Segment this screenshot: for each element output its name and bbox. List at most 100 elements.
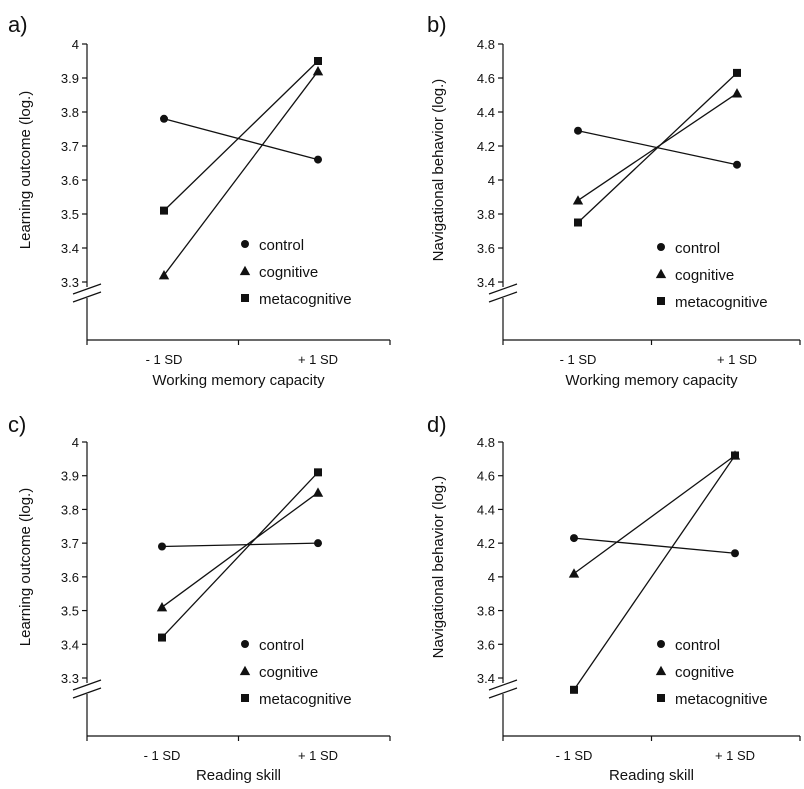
y-tick-label: 4.6: [477, 71, 495, 86]
legend-label: cognitive: [259, 264, 318, 281]
x-tick-label: - 1 SD: [556, 748, 593, 763]
series-line-cognitive: [161, 492, 319, 608]
y-tick-label: 4.4: [477, 105, 495, 120]
legend-label: metacognitive: [675, 691, 768, 708]
legend-label: cognitive: [675, 664, 734, 681]
y-tick-label: 3.4: [477, 275, 495, 290]
legend-label: cognitive: [259, 664, 318, 681]
y-tick-label: 3.8: [61, 105, 79, 120]
y-tick-label: 3.3: [61, 671, 79, 686]
y-tick-label: 3.9: [61, 469, 79, 484]
axis-break-mark: [72, 291, 102, 303]
legend-label: control: [675, 637, 720, 654]
chart-panel-2: b) 3.4 3.6 3.8 4 4.2 4.4 4.6 4.8 - 1 SD + 1 SD Work…: [427, 12, 801, 389]
axis-break-mark: [488, 679, 518, 691]
data-point-control: [160, 114, 168, 123]
y-tick-label: 4.8: [477, 37, 495, 52]
y-tick-label: 3.6: [61, 173, 79, 188]
y-tick-label: 3.6: [61, 570, 79, 585]
data-point-cognitive: [572, 195, 584, 205]
legend-marker-metacognitive: [241, 294, 249, 302]
series-line-metacognitive: [163, 60, 319, 212]
x-axis-title: Working memory capacity: [152, 372, 325, 389]
y-tick-label: 4.2: [477, 139, 495, 154]
data-point-control: [731, 549, 739, 558]
x-tick-label: - 1 SD: [144, 748, 181, 763]
data-point-cognitive: [312, 487, 324, 497]
axis-break-mark: [488, 283, 518, 295]
data-point-metacognitive: [160, 206, 168, 215]
axis-break-mark: [72, 679, 102, 691]
y-tick-label: 4.8: [477, 435, 495, 450]
data-point-cognitive: [731, 88, 743, 98]
y-tick-label: 4: [72, 37, 79, 52]
x-tick-label: + 1 SD: [298, 748, 338, 763]
data-point-metacognitive: [158, 633, 166, 642]
legend-marker-control: [241, 640, 249, 648]
panel-label: c): [8, 412, 26, 437]
legend-label: metacognitive: [675, 294, 768, 311]
x-axis-title: Reading skill: [196, 767, 281, 784]
y-tick-label: 3.9: [61, 71, 79, 86]
x-axis-title: Working memory capacity: [565, 372, 738, 389]
legend-label: cognitive: [675, 267, 734, 284]
y-tick-label: 3.6: [477, 637, 495, 652]
legend-marker-control: [657, 243, 665, 251]
legend-marker-cognitive: [239, 665, 251, 676]
data-point-control: [314, 155, 322, 164]
y-tick-label: 4.2: [477, 536, 495, 551]
y-tick-label: 4: [488, 570, 495, 585]
y-tick-label: 3.7: [61, 536, 79, 551]
legend-marker-cognitive: [655, 268, 667, 279]
x-tick-label: + 1 SD: [715, 748, 755, 763]
legend-marker-control: [657, 640, 665, 648]
y-tick-label: 4: [488, 173, 495, 188]
panel-label: a): [8, 12, 28, 37]
y-tick-label: 3.4: [61, 241, 79, 256]
y-tick-label: 4: [72, 435, 79, 450]
series-line-metacognitive: [161, 471, 319, 638]
y-tick-label: 3.4: [61, 637, 79, 652]
chart-panel-1: a) 3.3 3.4 3.5 3.6 3.7 3.8 3.9 4 - 1 SD + 1 SD Work…: [8, 12, 391, 389]
legend-marker-cognitive: [239, 265, 251, 276]
series-line-cognitive: [163, 70, 319, 276]
data-point-metacognitive: [731, 451, 739, 460]
legend-label: control: [259, 637, 304, 654]
axis-break-mark: [72, 283, 102, 295]
y-axis-title: Learning outcome (log.): [17, 488, 34, 646]
legend-label: control: [259, 237, 304, 254]
data-point-cognitive: [312, 66, 324, 76]
data-point-cognitive: [156, 602, 168, 612]
y-tick-label: 4.4: [477, 502, 495, 517]
data-point-control: [733, 160, 741, 169]
chart-panel-3: c) 3.3 3.4 3.5 3.6 3.7 3.8 3.9 4 - 1 SD + 1 SD Read…: [8, 412, 391, 784]
series-line-cognitive: [573, 454, 736, 575]
legend-marker-metacognitive: [657, 297, 665, 305]
axis-break-mark: [488, 291, 518, 303]
series-line-control: [573, 537, 736, 554]
legend-marker-metacognitive: [657, 694, 665, 702]
legend-marker-control: [241, 240, 249, 248]
series-line-metacognitive: [577, 72, 738, 223]
data-point-control: [574, 126, 582, 135]
y-tick-label: 3.5: [61, 604, 79, 619]
legend-marker-cognitive: [655, 665, 667, 676]
panel-label: b): [427, 12, 447, 37]
y-tick-label: 4.6: [477, 469, 495, 484]
panel-label: d): [427, 412, 447, 437]
data-point-metacognitive: [570, 685, 578, 694]
y-tick-label: 3.6: [477, 241, 495, 256]
y-tick-label: 3.4: [477, 671, 495, 686]
legend-label: metacognitive: [259, 291, 352, 308]
y-tick-label: 3.3: [61, 275, 79, 290]
y-axis-title: Learning outcome (log.): [17, 91, 34, 249]
data-point-metacognitive: [314, 57, 322, 65]
series-line-metacognitive: [573, 455, 736, 691]
x-tick-label: + 1 SD: [717, 352, 757, 367]
data-point-control: [158, 542, 166, 551]
y-tick-label: 3.8: [477, 207, 495, 222]
data-point-metacognitive: [314, 468, 322, 477]
data-point-metacognitive: [733, 68, 741, 77]
axis-break-mark: [72, 687, 102, 699]
